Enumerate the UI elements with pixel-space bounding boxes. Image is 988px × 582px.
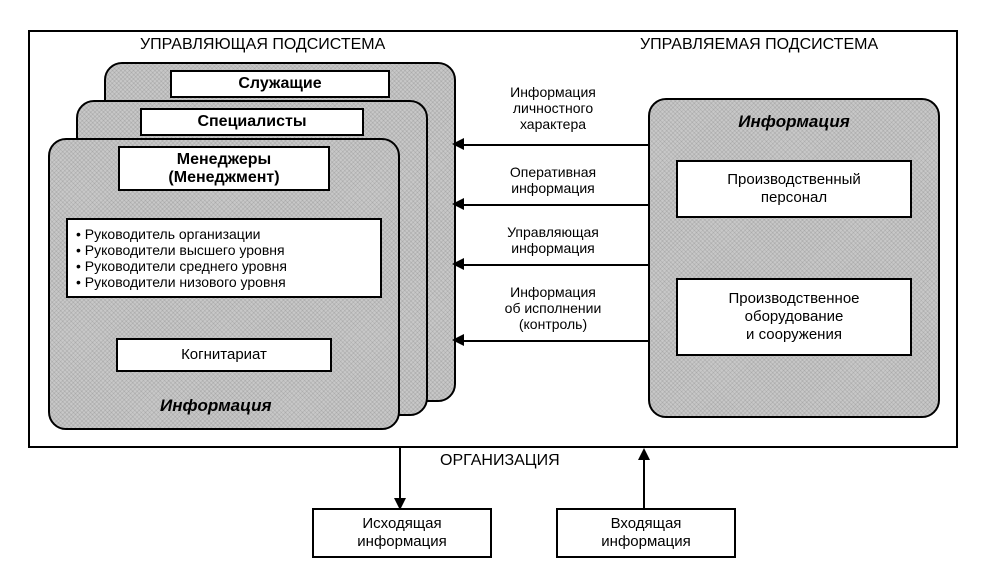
in-arrow-line bbox=[643, 460, 645, 508]
card-title-specialists: Специалисты bbox=[197, 113, 306, 130]
arrow-head-left-2 bbox=[452, 198, 464, 210]
cognitariat-label: Когнитариат bbox=[181, 346, 267, 364]
card-title-managers: Менеджеры (Менеджмент) bbox=[168, 151, 279, 186]
right-box-personnel: Производственный персонал bbox=[676, 160, 912, 218]
bullet-item: Руководители низового уровня bbox=[76, 274, 372, 290]
outgoing-info-text: Исходящая информация bbox=[357, 515, 446, 551]
card-tab-managers: Менеджеры (Менеджмент) bbox=[118, 146, 330, 191]
flow-arrow-3 bbox=[462, 264, 648, 266]
right-box-personnel-text: Производственный персонал bbox=[727, 171, 861, 207]
arrow-head-left-4 bbox=[452, 334, 464, 346]
flow-arrow-4 bbox=[462, 340, 648, 342]
bullet-item: Руководители среднего уровня bbox=[76, 258, 372, 274]
arrow-head-left-1 bbox=[452, 138, 464, 150]
header-right: УПРАВЛЯЕМАЯ ПОДСИСТЕМА bbox=[640, 36, 878, 54]
incoming-info-text: Входящая информация bbox=[601, 515, 690, 551]
organization-label: ОРГАНИЗАЦИЯ bbox=[440, 452, 560, 470]
right-box-equipment-text: Производственное оборудование и сооружен… bbox=[728, 290, 859, 344]
cognitariat-box: Когнитариат bbox=[116, 338, 332, 372]
flow-label-4: Информация об исполнении (контроль) bbox=[478, 284, 628, 332]
header-left: УПРАВЛЯЮЩАЯ ПОДСИСТЕМА bbox=[140, 36, 385, 54]
arrow-head-left-3 bbox=[452, 258, 464, 270]
outgoing-info-box: Исходящая информация bbox=[312, 508, 492, 558]
incoming-info-box: Входящая информация bbox=[556, 508, 736, 558]
flow-label-3: Управляющая информация bbox=[478, 224, 628, 256]
bullet-item: Руководитель организации bbox=[76, 226, 372, 242]
managers-bullet-list: Руководитель организации Руководители вы… bbox=[66, 218, 382, 298]
right-info-panel bbox=[648, 98, 940, 418]
left-info-label: Информация bbox=[160, 396, 272, 416]
flow-label-2: Оперативная информация bbox=[478, 164, 628, 196]
bullet-item: Руководители высшего уровня bbox=[76, 242, 372, 258]
in-arrow-head bbox=[638, 448, 650, 460]
right-box-equipment: Производственное оборудование и сооружен… bbox=[676, 278, 912, 356]
flow-arrow-2 bbox=[462, 204, 648, 206]
card-title-employees: Служащие bbox=[238, 75, 321, 92]
right-info-title: Информация bbox=[648, 112, 940, 132]
flow-arrow-1 bbox=[462, 144, 648, 146]
card-tab-employees: Служащие bbox=[170, 70, 390, 98]
card-tab-specialists: Специалисты bbox=[140, 108, 364, 136]
flow-label-1: Информация личностного характера bbox=[478, 84, 628, 132]
